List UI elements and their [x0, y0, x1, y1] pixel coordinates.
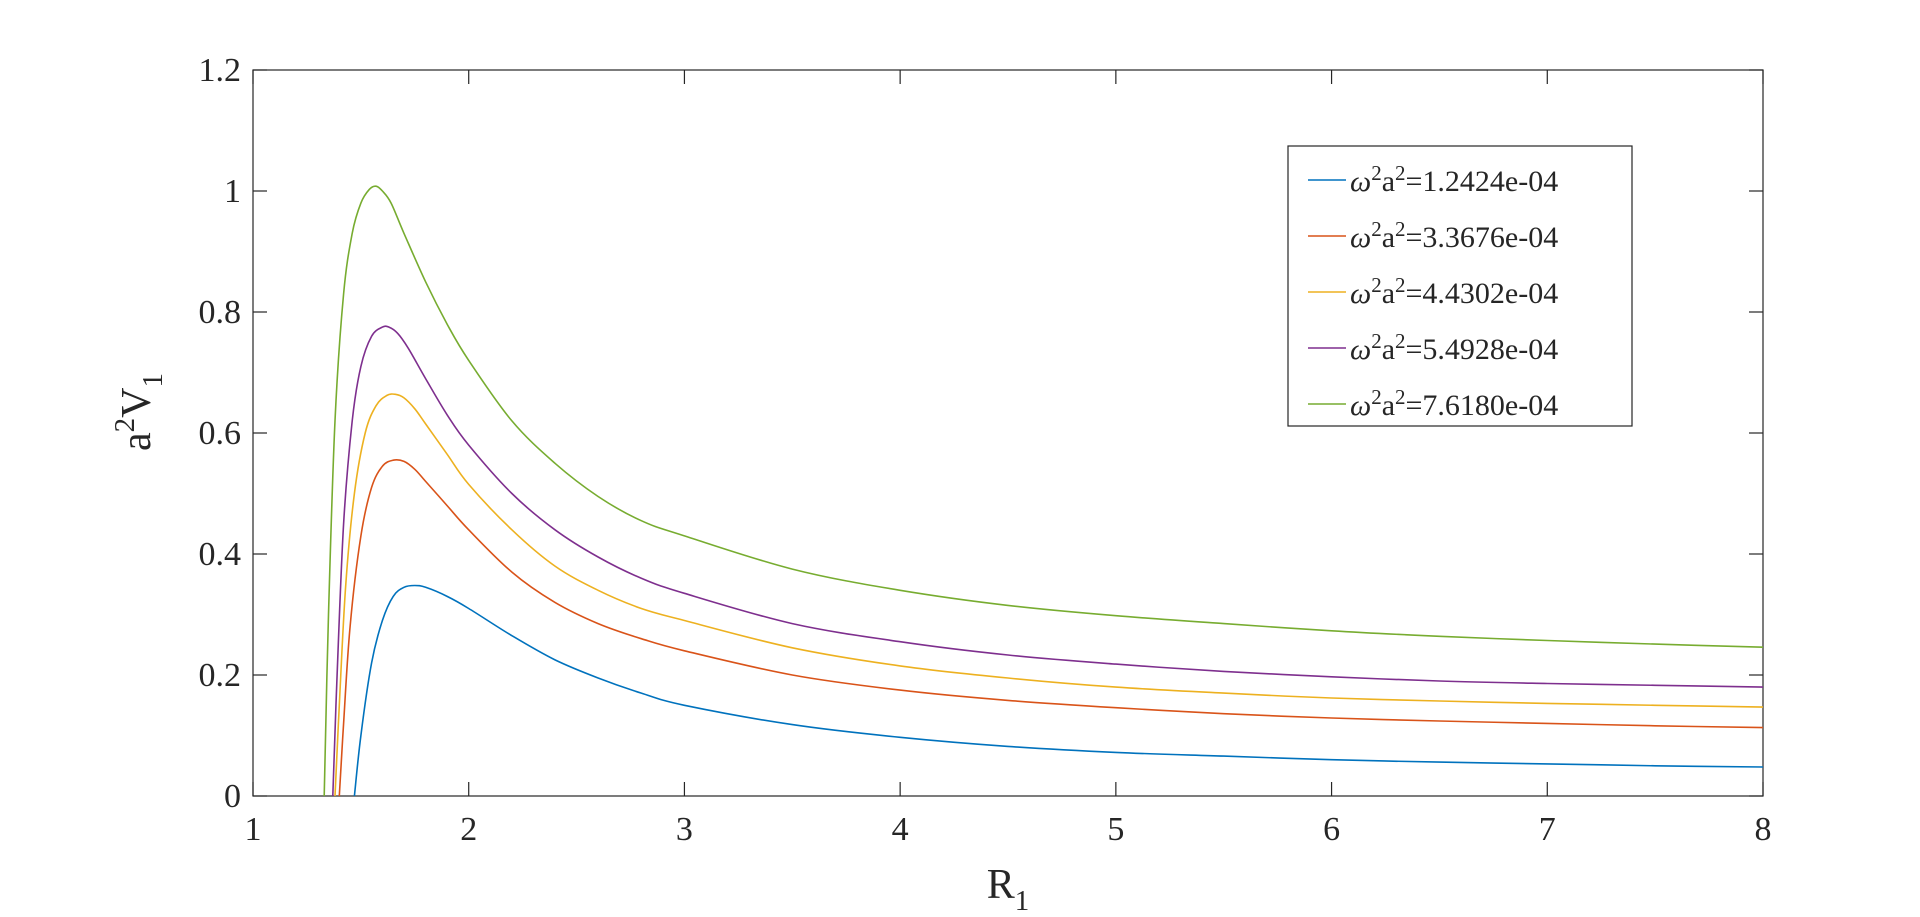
x-tick-label: 5	[1107, 811, 1124, 848]
x-tick-label: 8	[1755, 811, 1772, 848]
series-layer	[323, 185, 1764, 797]
legend-label-5: ω2a2=7.6180e-04	[1350, 385, 1558, 422]
legend-items: ω2a2=1.2424e-04 ω2a2=3.3676e-04 ω2a2=4.430…	[1308, 161, 1558, 422]
y-axis-ticks: 0 0.2 0.4 0.6 0.8 1 1.2	[199, 52, 1763, 815]
y-tick-label: 1.2	[199, 52, 242, 89]
legend-label-3: ω2a2=4.4302e-04	[1350, 273, 1558, 310]
y-tick-label: 0.8	[199, 294, 242, 331]
legend-label-2: ω2a2=3.3676e-04	[1350, 217, 1558, 254]
legend-label-4: ω2a2=5.4928e-04	[1350, 329, 1558, 366]
x-tick-label: 3	[676, 811, 693, 848]
y-axis-label: a2V1	[109, 373, 169, 451]
y-tick-label: 1	[224, 173, 241, 210]
series-line-2	[338, 459, 1764, 797]
series-line-4	[332, 325, 1764, 797]
series-line-3	[334, 393, 1764, 797]
legend-label-1: ω2a2=1.2424e-04	[1350, 161, 1558, 198]
x-tick-label: 2	[460, 811, 477, 848]
x-axis-ticks: 1 2 3 4 5 6 7 8	[245, 70, 1772, 848]
legend: ω2a2=1.2424e-04 ω2a2=3.3676e-04 ω2a2=4.430…	[1287, 145, 1633, 427]
y-tick-label: 0.6	[199, 415, 242, 452]
y-tick-label: 0.4	[199, 536, 242, 573]
x-tick-label: 1	[245, 811, 262, 848]
x-tick-label: 7	[1539, 811, 1556, 848]
y-tick-label: 0.2	[199, 657, 242, 694]
x-tick-label: 4	[892, 811, 909, 848]
series-line-1	[353, 584, 1764, 797]
x-axis-label: R1	[987, 862, 1030, 912]
x-tick-label: 6	[1323, 811, 1340, 848]
legend-box	[1287, 145, 1633, 427]
series-line-5	[323, 185, 1764, 797]
y-tick-label: 0	[224, 778, 241, 815]
